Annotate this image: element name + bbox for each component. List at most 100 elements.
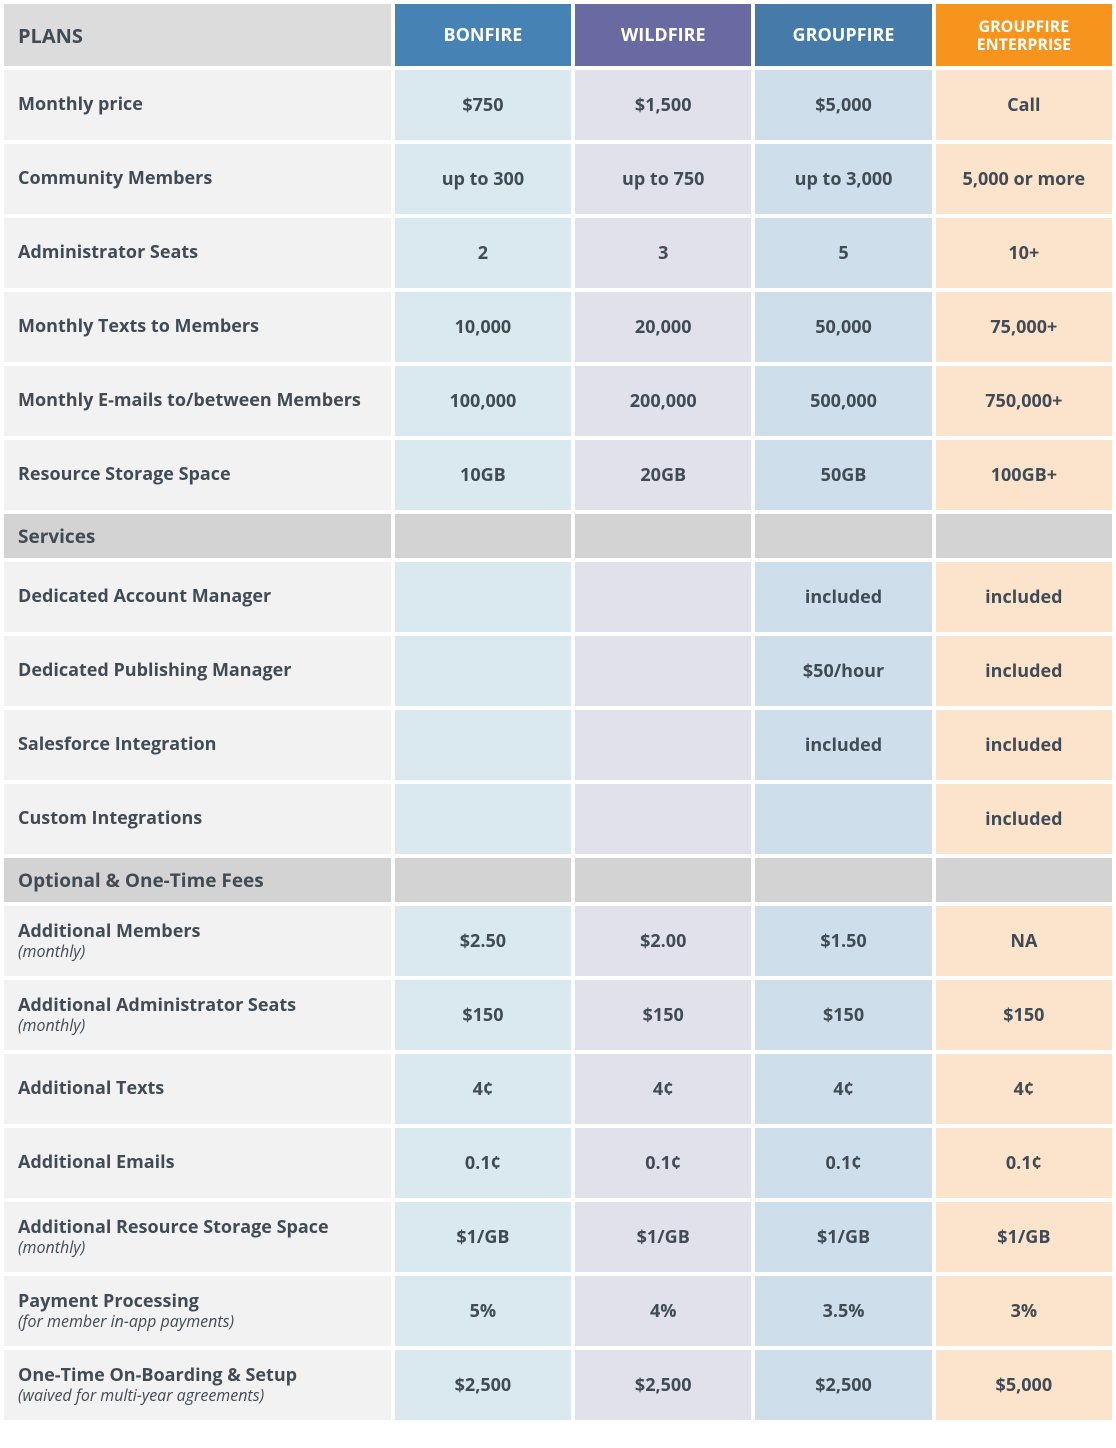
table-row: Payment Processing(for member in-app pay… [4,1276,1112,1346]
cell-enterprise: 5,000 or more [936,144,1112,214]
row-label: Monthly price [4,70,391,140]
row-label: Administrator Seats [4,218,391,288]
section-blank-enterprise [936,858,1112,902]
cell-groupfire: $150 [755,980,931,1050]
table-row: Additional Resource Storage Space(monthl… [4,1202,1112,1272]
row-label: Monthly E-mails to/between Members [4,366,391,436]
table-row: Monthly Texts to Members10,00020,00050,0… [4,292,1112,362]
cell-groupfire [755,784,931,854]
row-label-text: Custom Integrations [18,806,202,830]
cell-wildfire: 20GB [575,440,751,510]
cell-wildfire [575,710,751,780]
row-sublabel-text: (monthly) [18,1016,377,1035]
table-row: Monthly E-mails to/between Members 100,00… [4,366,1112,436]
cell-bonfire: up to 300 [395,144,571,214]
cell-wildfire: $2.00 [575,906,751,976]
cell-enterprise: included [936,784,1112,854]
table-row: Dedicated Account Managerincludedinclude… [4,562,1112,632]
row-label-text: Additional Emails [18,1150,175,1174]
row-label-text: Payment Processing [18,1289,199,1313]
section-blank-wildfire [575,514,751,558]
row-label-text: Monthly E-mails to/between Members [18,388,361,412]
cell-bonfire: 0.1¢ [395,1128,571,1198]
cell-enterprise: 100GB+ [936,440,1112,510]
row-sublabel-text: (waived for multi-year agreements) [18,1386,377,1405]
cell-enterprise: 4¢ [936,1054,1112,1124]
table-row: Additional Members(monthly)$2.50$2.00$1.… [4,906,1112,976]
cell-wildfire: $1/GB [575,1202,751,1272]
row-label-text: Resource Storage Space [18,462,231,486]
cell-bonfire: 4¢ [395,1054,571,1124]
cell-wildfire: 0.1¢ [575,1128,751,1198]
row-label-text: One-Time On-Boarding & Setup [18,1363,297,1387]
row-label-text: Community Members [18,166,212,190]
cell-groupfire: included [755,562,931,632]
section-row: Services [4,514,1112,558]
row-label: Additional Members(monthly) [4,906,391,976]
cell-groupfire: 3.5% [755,1276,931,1346]
table-row: Salesforce Integrationincludedincluded [4,710,1112,780]
table-row: Additional Texts4¢4¢4¢4¢ [4,1054,1112,1124]
plan-header-bonfire: BONFIRE [395,4,571,66]
row-sublabel-text: (monthly) [18,942,377,961]
cell-bonfire: 10,000 [395,292,571,362]
cell-bonfire: $2,500 [395,1350,571,1420]
plan-header-wildfire: WILDFIRE [575,4,751,66]
table-row: Additional Emails0.1¢0.1¢0.1¢0.1¢ [4,1128,1112,1198]
section-blank-groupfire [755,514,931,558]
cell-bonfire: 10GB [395,440,571,510]
row-label: Community Members [4,144,391,214]
table-row: Monthly price$750$1,500$5,000Call [4,70,1112,140]
cell-bonfire: $750 [395,70,571,140]
pricing-table: PLANSBONFIREWILDFIREGROUPFIREGROUPFIREEN… [0,0,1116,1424]
cell-enterprise: 10+ [936,218,1112,288]
cell-wildfire: 4% [575,1276,751,1346]
cell-groupfire: $2,500 [755,1350,931,1420]
section-blank-bonfire [395,514,571,558]
section-blank-wildfire [575,858,751,902]
cell-enterprise: 750,000+ [936,366,1112,436]
cell-enterprise: NA [936,906,1112,976]
row-label-text: Additional Administrator Seats [18,993,296,1017]
row-label: Dedicated Publishing Manager [4,636,391,706]
row-label: Additional Administrator Seats(monthly) [4,980,391,1050]
cell-enterprise: 0.1¢ [936,1128,1112,1198]
table-row: Resource Storage Space10GB20GB50GB100GB+ [4,440,1112,510]
table-row: Administrator Seats23510+ [4,218,1112,288]
cell-bonfire [395,636,571,706]
cell-bonfire: $1/GB [395,1202,571,1272]
cell-wildfire [575,784,751,854]
section-row: Optional & One-Time Fees [4,858,1112,902]
cell-bonfire: 2 [395,218,571,288]
row-label: Salesforce Integration [4,710,391,780]
table-row: Additional Administrator Seats(monthly)$… [4,980,1112,1050]
header-row: PLANSBONFIREWILDFIREGROUPFIREGROUPFIREEN… [4,4,1112,66]
table-row: Community Membersup to 300up to 750up to… [4,144,1112,214]
row-label: Custom Integrations [4,784,391,854]
row-label-text: Monthly Texts to Members [18,314,259,338]
section-blank-bonfire [395,858,571,902]
cell-groupfire: 0.1¢ [755,1128,931,1198]
cell-wildfire [575,562,751,632]
plan-header-groupfire: GROUPFIRE [755,4,931,66]
cell-wildfire [575,636,751,706]
cell-bonfire: 100,000 [395,366,571,436]
cell-groupfire: 50,000 [755,292,931,362]
row-label: Additional Emails [4,1128,391,1198]
row-label: Dedicated Account Manager [4,562,391,632]
section-label: Optional & One-Time Fees [4,858,391,902]
table-row: Custom Integrations included [4,784,1112,854]
cell-groupfire: up to 3,000 [755,144,931,214]
cell-groupfire: $1.50 [755,906,931,976]
cell-enterprise: $1/GB [936,1202,1112,1272]
cell-groupfire: $1/GB [755,1202,931,1272]
cell-groupfire: included [755,710,931,780]
row-label-text: Dedicated Publishing Manager [18,658,291,682]
cell-wildfire: $150 [575,980,751,1050]
cell-enterprise: $150 [936,980,1112,1050]
cell-groupfire: $5,000 [755,70,931,140]
cell-bonfire: $150 [395,980,571,1050]
table-row: One-Time On-Boarding & Setup(waived for … [4,1350,1112,1420]
row-label: One-Time On-Boarding & Setup(waived for … [4,1350,391,1420]
cell-wildfire: 4¢ [575,1054,751,1124]
